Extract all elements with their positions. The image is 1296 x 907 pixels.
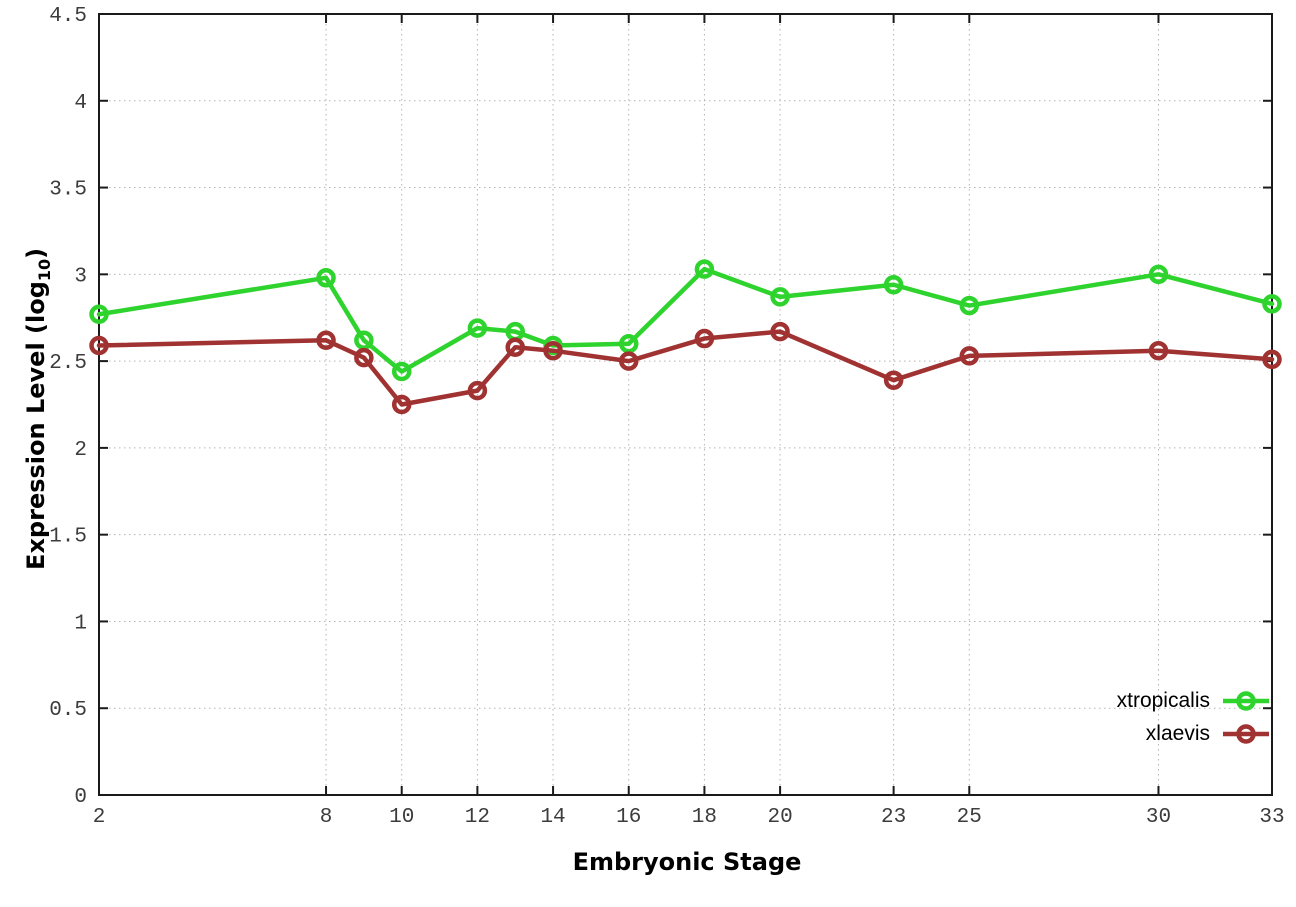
x-tick-label: 30 [1146, 806, 1171, 829]
x-tick-label: 25 [957, 806, 982, 829]
x-tick-label: 18 [692, 806, 717, 829]
y-tick-label: 3 [74, 265, 87, 288]
x-tick-label: 16 [616, 806, 641, 829]
data-point-xlaevis [316, 330, 336, 351]
y-axis-title: Expression Level (log10) [22, 209, 54, 609]
data-point-xlaevis [1262, 349, 1282, 370]
data-point-xlaevis [883, 370, 904, 390]
data-point-xtropicalis [694, 259, 715, 279]
data-point-xtropicalis [1148, 264, 1169, 285]
y-tick-label: 4.5 [49, 5, 87, 28]
data-point-xtropicalis [959, 295, 980, 316]
x-tick-label: 14 [540, 806, 565, 829]
y-axis-title-text: Expression Level (log [22, 281, 51, 570]
legend-item-xlaevis: xlaevis [1117, 718, 1272, 749]
x-tick-label: 12 [465, 806, 490, 829]
line-marker-sample-icon [1223, 690, 1269, 711]
series-line-xlaevis [96, 329, 1275, 407]
legend-item-xtropicalis: xtropicalis [1117, 685, 1272, 716]
legend-label: xtropicalis [1116, 688, 1210, 712]
data-point-xlaevis [505, 337, 525, 357]
x-tick-label: 10 [389, 806, 414, 829]
y-tick-label: 0 [74, 786, 87, 809]
data-point-xtropicalis [354, 330, 374, 351]
y-tick-label: 3.5 [49, 179, 87, 202]
data-point-xtropicalis [883, 274, 904, 295]
data-point-xlaevis [618, 351, 639, 371]
series-line-xtropicalis [96, 266, 1275, 374]
data-point-xlaevis [354, 347, 374, 368]
y-tick-label: 1 [74, 612, 87, 635]
y-axis-title-subscript: 10 [34, 258, 54, 282]
y-axis-title-close: ) [22, 247, 51, 259]
y-tick-label: 0.5 [49, 699, 87, 722]
x-tick-label: 23 [881, 806, 906, 829]
data-point-xlaevis [770, 321, 790, 342]
x-tick-label: 33 [1259, 806, 1284, 829]
data-point-xlaevis [959, 346, 980, 366]
data-point-xtropicalis [770, 287, 790, 307]
y-tick-label: 1.5 [49, 526, 87, 549]
legend-label: xlaevis [1145, 721, 1210, 745]
data-point-xtropicalis [316, 268, 336, 288]
data-point-xlaevis [467, 380, 488, 401]
y-tick-label: 2 [74, 439, 87, 462]
y-tick-label: 4 [74, 92, 87, 115]
data-point-xlaevis [694, 328, 715, 349]
data-point-xtropicalis [1262, 294, 1282, 314]
y-tick-label: 2.5 [49, 352, 87, 375]
x-axis-title: Embryonic Stage [572, 848, 802, 876]
data-point-xtropicalis [391, 361, 412, 382]
data-point-xtropicalis [89, 304, 109, 325]
data-point-xlaevis [89, 335, 109, 356]
data-point-xlaevis [543, 340, 563, 361]
x-tick-label: 8 [320, 806, 333, 829]
legend: xtropicalis xlaevis [1117, 685, 1272, 749]
data-point-xtropicalis [618, 334, 639, 354]
line-marker-sample-icon [1223, 723, 1269, 744]
data-point-xtropicalis [467, 318, 488, 338]
data-point-xlaevis [391, 394, 412, 415]
x-tick-label: 2 [93, 806, 106, 829]
x-tick-label: 20 [767, 806, 792, 829]
data-point-xlaevis [1148, 340, 1169, 361]
